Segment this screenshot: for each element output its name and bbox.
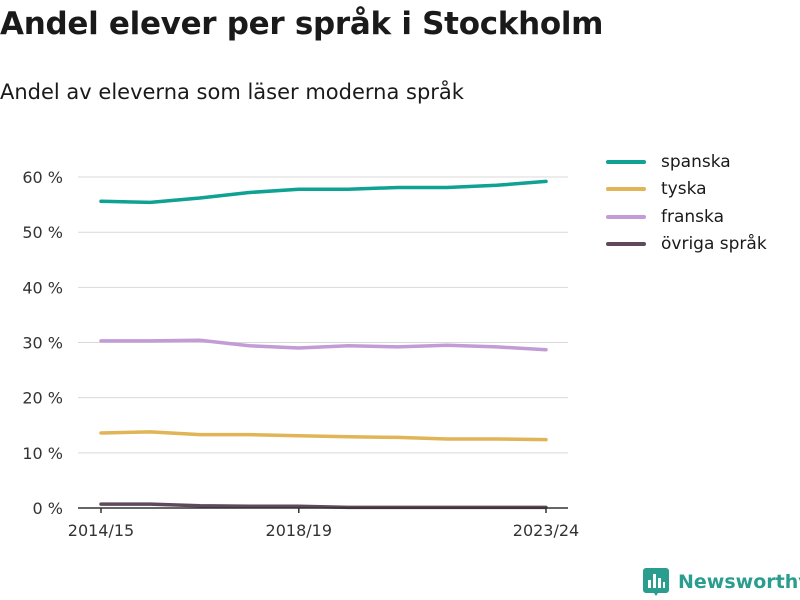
chart-subtitle: Andel av eleverna som läser moderna språ… [0,80,464,104]
legend-swatch [606,214,646,219]
x-tick-label: 2014/15 [68,521,134,540]
y-tick-label: 30 % [22,334,63,353]
legend-item: spanska [606,148,767,176]
brand-logo: Newsworthy [643,568,800,596]
legend-label: övriga språk [661,234,767,255]
x-tick-label: 2018/19 [266,521,332,540]
y-tick-label: 10 % [22,444,63,463]
legend-label: spanska [661,151,731,172]
legend-swatch [606,159,646,164]
grid-lines [78,176,568,454]
y-tick-label: 60 % [22,168,63,187]
series-line-övriga-språk [99,502,548,510]
chart-title: Andel elever per språk i Stockholm [0,6,604,42]
y-tick-label: 50 % [22,223,63,242]
y-tick-label: 20 % [22,389,63,408]
series-line-spanska [99,179,548,205]
legend-swatch [606,242,646,247]
legend: spanska tyska franska övriga språk [606,148,767,258]
bar-chart-logo-icon [643,568,669,596]
brand-name: Newsworthy [678,571,800,593]
x-tick-label: 2023/24 [513,521,579,540]
series-line-franska [99,338,548,352]
legend-label: franska [661,206,724,227]
series-line-tyska [99,430,548,442]
legend-swatch [606,187,646,192]
x-axis: 2014/15 2018/19 2023/24 [68,507,579,540]
legend-item: övriga språk [606,231,767,259]
y-tick-label: 40 % [22,278,63,297]
legend-item: tyska [606,176,767,204]
legend-label: tyska [661,179,707,200]
y-axis-ticks: 0 % 10 % 20 % 30 % 40 % 50 % 60 % [22,168,63,518]
y-tick-label: 0 % [33,499,63,518]
series-lines [99,179,548,510]
legend-item: franska [606,203,767,231]
